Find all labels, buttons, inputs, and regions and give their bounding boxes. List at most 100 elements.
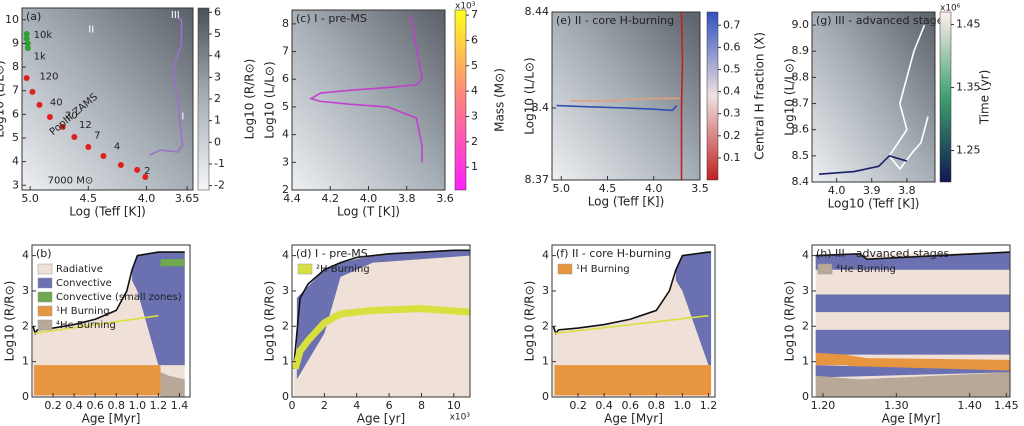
y-tick-label: 8 <box>282 17 289 30</box>
y-tick-label: 7 <box>12 84 19 97</box>
y-tick-label: 2 <box>22 319 29 332</box>
x-tick-label: 0.6 <box>86 399 104 412</box>
y-tick-label: 2 <box>282 183 289 196</box>
x-tick-label: 0.8 <box>108 399 126 412</box>
point <box>36 101 43 108</box>
colorbar-tick-label: 6 <box>214 5 221 18</box>
point <box>85 143 92 150</box>
colorbar-tick-label: 0.5 <box>723 62 741 75</box>
x-axis-label: Age [Myr] <box>604 412 663 426</box>
legend-swatch <box>37 277 53 289</box>
line <box>680 12 684 180</box>
x-tick-label: 4.0 <box>828 184 846 197</box>
x-tick-label: 6 <box>386 399 393 412</box>
area <box>34 365 161 396</box>
line <box>309 15 423 163</box>
y-axis-label: Log10 (L/L⊙) <box>0 60 7 137</box>
point <box>59 123 66 130</box>
x-tick-label: 8 <box>418 399 425 412</box>
y-tick-label: 4 <box>282 249 289 262</box>
annotation: 1k <box>34 51 46 62</box>
colorbar-label: Log10 (R/R⊙) <box>243 59 257 140</box>
x-tick-label: 1.20 <box>811 399 836 412</box>
point <box>23 74 30 81</box>
colorbar-tick-label: 0.3 <box>723 107 741 120</box>
area <box>675 252 712 366</box>
y-axis-label: Log10 (L/L⊙) <box>263 61 277 138</box>
line <box>552 251 712 336</box>
colorbar-label: Time (yr) <box>978 70 992 126</box>
annotation: III <box>171 10 180 21</box>
area <box>160 372 185 397</box>
x-tick-label: 4.2 <box>322 192 340 205</box>
colorbar-tick-label: 0.7 <box>723 18 741 31</box>
y-tick-label: 6 <box>12 107 19 120</box>
y-axis-label: Log10 (R/R⊙) <box>3 281 17 362</box>
line <box>556 104 678 112</box>
y-tick-label: 3 <box>12 178 19 191</box>
y-tick-label: 4 <box>12 155 19 168</box>
panel-title: (c) I - pre-MS <box>296 12 367 25</box>
y-tick-label: 9 <box>12 36 19 49</box>
x-axis-label: Age [Myr] <box>882 412 941 426</box>
annotation: I <box>181 112 184 123</box>
x-tick-label: 5.0 <box>553 182 571 195</box>
x-tick-label: 0 <box>289 399 296 412</box>
point <box>117 161 124 168</box>
x-tick-label: 3.9 <box>863 184 881 197</box>
colorbar-tick-label: 6 <box>471 33 478 46</box>
y-tick-label: 8.4 <box>532 101 550 114</box>
area <box>815 252 1010 270</box>
y-tick-label: 3 <box>282 155 289 168</box>
colorbar-tick-label: 2 <box>471 135 478 148</box>
line <box>818 154 908 175</box>
legend-label: ⁴He Burning <box>836 264 896 275</box>
legend-label: ²H Burning <box>316 264 370 275</box>
colorbar-label: Central H fraction (X) <box>753 32 767 160</box>
line <box>815 251 1010 260</box>
colorbar-tick-label: 0.2 <box>723 129 741 142</box>
colorbar-tick-label: 2 <box>214 92 221 105</box>
plot-area <box>22 8 193 190</box>
y-tick-label: 1 <box>542 355 549 368</box>
y-tick-label: 6 <box>282 72 289 85</box>
y-tick-label: 4 <box>22 249 29 262</box>
plot-area <box>292 249 470 397</box>
panel-title: (f) II - core H-burning <box>556 247 671 260</box>
y-axis-label: Log10 (R/R⊙) <box>523 281 537 362</box>
x-axis-label: Log (T [K]) <box>337 205 400 219</box>
y-tick-label: 3 <box>802 284 809 297</box>
colorbar-label: Mass (M⊙) <box>493 68 507 132</box>
legend-swatch <box>37 305 53 317</box>
plot-area <box>32 251 185 397</box>
x-tick-label: 4.5 <box>80 192 98 205</box>
point <box>71 134 78 141</box>
plot-area <box>292 10 445 190</box>
x-tick-label: 3.8 <box>898 184 916 197</box>
y-tick-label: 7 <box>282 45 289 58</box>
x-tick-label: 1.40 <box>957 399 982 412</box>
y-axis-label: Log10 (L/L⊙) <box>783 58 797 135</box>
y-tick-label: 1 <box>22 355 29 368</box>
point <box>46 113 53 120</box>
y-tick-label: 8.7 <box>792 97 810 110</box>
colorbar-tick-label: 0.4 <box>723 85 741 98</box>
point <box>24 40 31 47</box>
colorbar-tick-label: 1 <box>214 114 221 127</box>
colorbar-tick-label: 3 <box>214 70 221 83</box>
x-tick-label: 0.8 <box>648 399 666 412</box>
x-tick-label: 3.8 <box>398 192 416 205</box>
x-tick-label: 4 <box>353 399 360 412</box>
x-tick-label: 1.2 <box>150 399 168 412</box>
x-tick-label: 0.6 <box>621 399 639 412</box>
colorbar-multiplier: x10⁶ <box>940 4 961 14</box>
y-axis-label: Log10 (R/R⊙) <box>783 281 797 362</box>
x-tick-label: 4.4 <box>283 192 301 205</box>
y-tick-label: 8.6 <box>792 123 810 136</box>
colorbar-tick-label: 4 <box>214 49 221 62</box>
x-tick-label: 3.65 <box>175 192 200 205</box>
y-tick-label: 8.37 <box>525 173 550 186</box>
x-tick-label: 4.0 <box>360 192 378 205</box>
y-tick-label: 0 <box>22 390 29 403</box>
